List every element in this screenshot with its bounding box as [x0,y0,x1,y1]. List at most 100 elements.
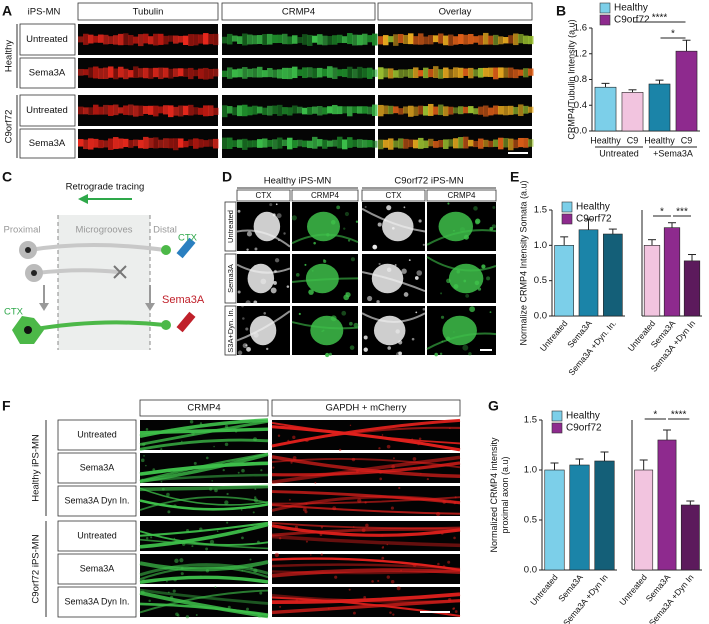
puncta [481,264,486,269]
signal [302,107,308,115]
micrograph [139,452,269,484]
signal [448,34,454,46]
signal [108,138,114,150]
signal [88,34,94,44]
micrograph [361,202,426,251]
puncta [234,430,238,433]
y-axis-label: Normalize CRMP4 Intensity Somata (a.u) [518,180,528,345]
signal [133,139,139,147]
puncta [199,527,203,531]
micrograph [78,129,219,158]
legend-swatch [561,201,573,213]
bar [578,229,599,317]
puncta [298,312,301,316]
signal [123,33,129,46]
fiber [139,473,269,483]
signal [317,34,323,45]
signal [153,67,159,78]
signal [113,137,119,149]
puncta [304,510,308,514]
signal [488,67,494,77]
x-tick-label: Untreated [528,572,560,607]
signal [367,106,373,115]
puncta [237,529,240,532]
signal [103,140,109,148]
puncta [227,605,231,609]
signal [342,139,348,150]
puncta [418,437,422,441]
puncta [415,311,418,314]
signal [483,105,489,117]
puncta [348,588,351,591]
signal [317,67,323,78]
puncta [242,317,245,320]
puncta [263,312,266,315]
puncta [330,315,337,322]
signal [498,137,504,150]
signal [347,137,353,148]
signal [282,33,288,45]
puncta [253,568,258,573]
signal [408,69,414,78]
neurite [361,270,426,293]
signal [153,33,159,46]
panel-letter: G [488,398,499,414]
puncta [288,498,291,501]
puncta [392,613,395,616]
signal [222,70,228,78]
signal [388,36,394,43]
signal [488,140,494,148]
signal [282,107,288,115]
puncta [353,322,359,328]
signal [523,35,529,45]
neurite [426,332,497,350]
signal [277,137,283,149]
puncta [152,468,156,471]
fiber [271,534,461,548]
x-tick-label: Untreated [626,318,658,353]
puncta [439,352,443,356]
puncta [365,523,369,528]
nucleus [24,326,32,334]
signal [98,106,104,115]
fiber [271,598,461,615]
signal [242,67,248,79]
puncta [468,352,472,356]
signal [453,138,459,149]
signal [188,34,194,47]
label-box [57,520,137,552]
signal [347,66,353,79]
puncta [400,569,402,572]
puncta [401,268,407,274]
signal [307,67,313,78]
puncta [291,215,297,221]
signal [237,105,243,117]
puncta [266,347,269,351]
puncta [295,273,300,277]
puncta [416,270,423,276]
signal [357,66,363,79]
puncta [349,424,352,427]
puncta [205,547,209,551]
signal [443,67,449,79]
signal [458,137,464,149]
y-tick-label: 0.4 [574,100,587,111]
signal [337,34,343,43]
soma [247,263,275,294]
signal [163,67,169,78]
signal [372,33,378,46]
bar [603,233,623,317]
signal [342,36,348,44]
fiber [139,590,269,619]
signal [312,35,318,43]
puncta [412,562,417,567]
puncta [292,435,296,439]
signal [372,140,378,148]
signal [378,67,384,80]
signal [337,69,343,77]
neurite [291,321,359,330]
signal [317,105,323,116]
signal [372,104,378,116]
signal [478,138,484,149]
